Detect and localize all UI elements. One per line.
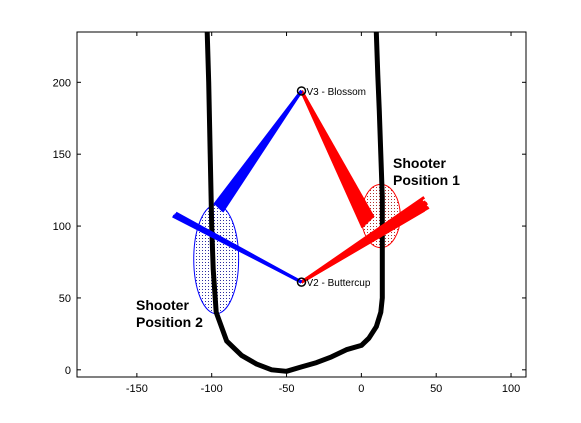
- y-tick-label: 0: [65, 365, 71, 377]
- shooter-label-2: Shooter Position 2: [136, 297, 203, 330]
- x-tick-label: -50: [279, 383, 295, 395]
- x-tick-label: -100: [201, 383, 223, 395]
- x-tick-label: 100: [502, 383, 520, 395]
- shooter1-line: [300, 90, 365, 229]
- marker-label-1: V3 - Blossom: [307, 87, 366, 98]
- x-tick-label: 0: [358, 383, 364, 395]
- shooter-label-1: Shooter Position 1: [393, 155, 460, 188]
- shooter2-line: [213, 90, 303, 206]
- label-layer: V3 - Blossom V2 - Buttercup Shooter Positio…: [136, 87, 460, 330]
- y-tick-label: 150: [53, 149, 71, 161]
- marker-1: [296, 86, 307, 96]
- plot-layer: [172, 32, 430, 374]
- y-tick-label: 50: [59, 293, 71, 305]
- shooter1-line: [300, 90, 375, 219]
- marker-label-2: V2 - Buttercup: [307, 278, 371, 289]
- shooter2-line: [175, 211, 303, 284]
- shooter1-line: [300, 201, 429, 284]
- outline-path: [204, 32, 385, 374]
- plot-area: [76, 31, 527, 378]
- shooter2-line: [220, 90, 303, 213]
- axis-layer: -150 -100 -50 0 50 100 0 50 100 150 200: [53, 32, 526, 395]
- marker-2: [296, 277, 307, 287]
- y-tick-label: 100: [53, 221, 71, 233]
- x-tick-label: 50: [430, 383, 442, 395]
- y-tick-label: 200: [53, 77, 71, 89]
- x-tick-label: -150: [126, 383, 148, 395]
